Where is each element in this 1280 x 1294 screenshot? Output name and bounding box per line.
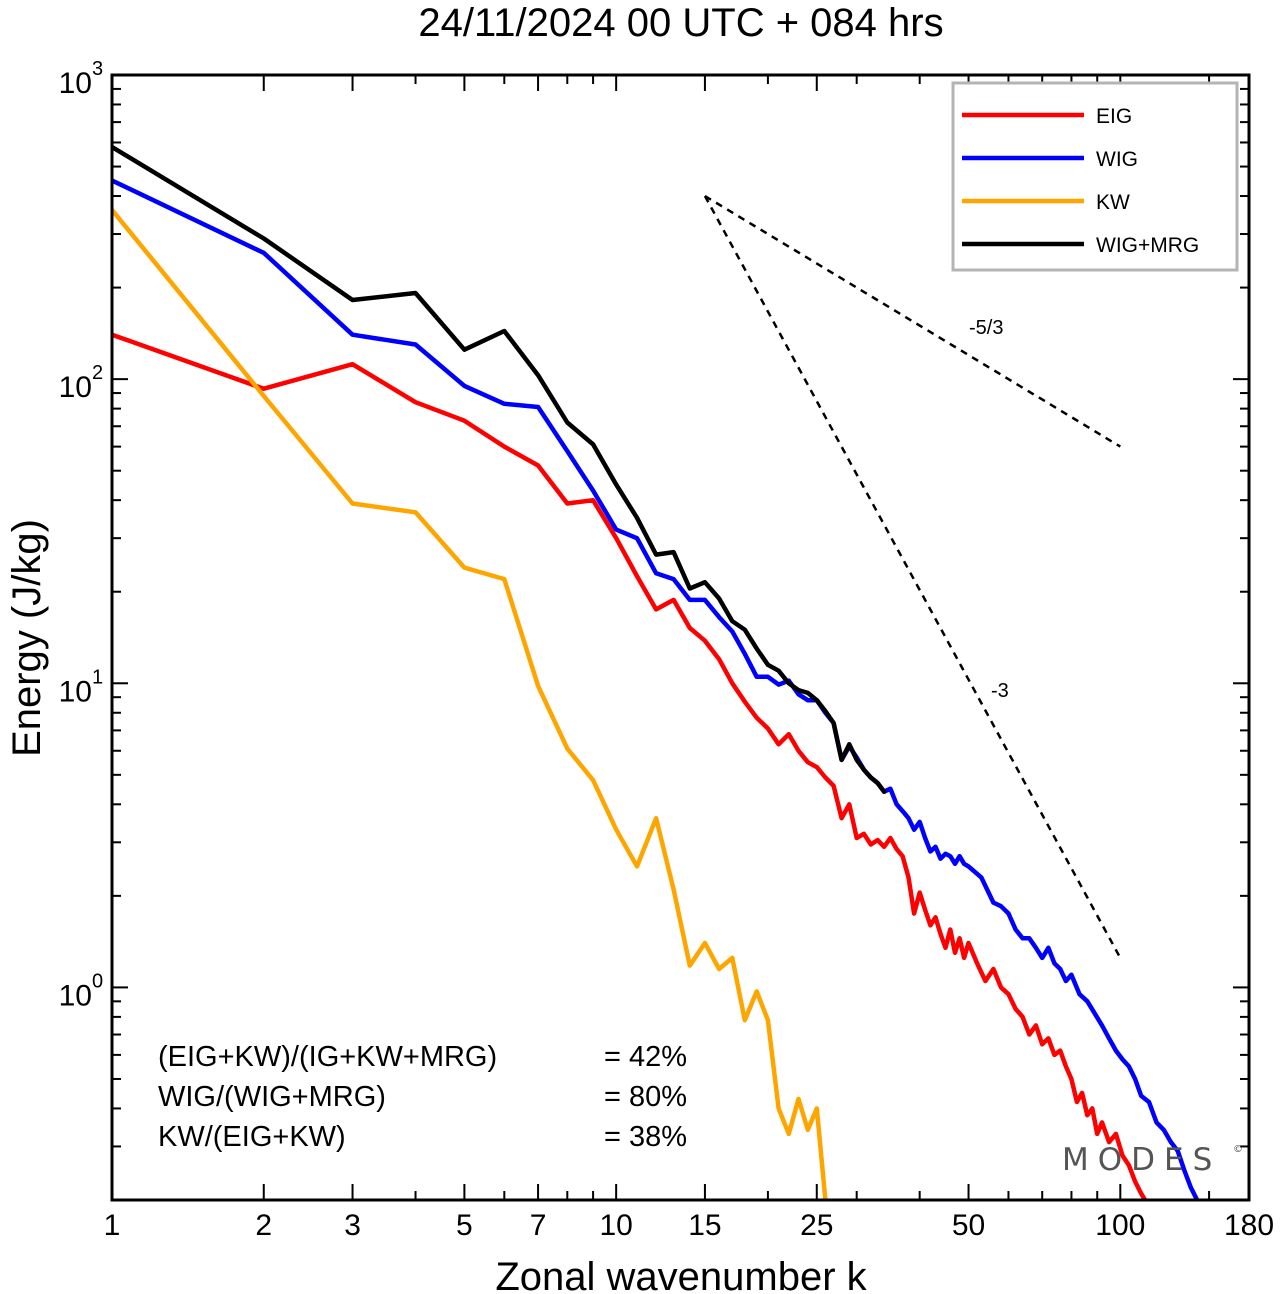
y-tick-exponent: 1 <box>92 666 103 688</box>
y-tick-label: 10 <box>59 979 92 1012</box>
ratio-label: KW/(EIG+KW) <box>158 1121 346 1153</box>
x-tick-label: 1 <box>104 1209 121 1242</box>
x-tick-label: 2 <box>255 1209 272 1242</box>
series-lines <box>112 144 1200 1200</box>
x-tick-label: 5 <box>456 1209 473 1242</box>
x-tick-label: 3 <box>344 1209 361 1242</box>
legend-label: WIG <box>1096 148 1138 171</box>
plot-frame <box>110 73 1251 1202</box>
x-tick-label: 10 <box>599 1209 632 1242</box>
x-axis-label: Zonal wavenumber k <box>495 1255 867 1294</box>
series-line <box>112 144 887 794</box>
slope-label: -3 <box>991 680 1009 702</box>
reference-line <box>703 195 1122 959</box>
y-tick-exponent: 0 <box>92 970 103 992</box>
x-tick-label: 15 <box>688 1209 721 1242</box>
legend-label: WIG+MRG <box>1096 234 1199 257</box>
x-tick-label: 180 <box>1224 1209 1274 1242</box>
ratio-label: (EIG+KW)/(IG+KW+MRG) <box>158 1041 497 1073</box>
ratio-value: = 38% <box>604 1121 687 1153</box>
chart-title: 24/11/2024 00 UTC + 084 hrs <box>418 1 943 45</box>
ratio-annotations: (EIG+KW)/(IG+KW+MRG) = 42% WIG/(WIG+MRG) = … <box>158 1041 687 1153</box>
series-line <box>112 178 1200 1200</box>
reference-slopes <box>703 194 1122 959</box>
x-tick-label: 50 <box>952 1209 985 1242</box>
x-tick-label: 7 <box>530 1209 547 1242</box>
watermark-text: MODES <box>1062 1142 1221 1178</box>
legend: EIG WIG KW WIG+MRG <box>951 81 1239 272</box>
ratio-value: = 42% <box>604 1041 687 1073</box>
y-tick-exponent: 2 <box>92 362 103 384</box>
y-tick-label: 10 <box>59 675 92 708</box>
slope-label: -5/3 <box>969 317 1003 339</box>
series-line <box>112 332 1148 1200</box>
reference-line <box>704 194 1121 448</box>
x-tick-label: 25 <box>800 1209 833 1242</box>
x-tick-label: 100 <box>1095 1209 1145 1242</box>
watermark-copyright: © <box>1233 1144 1243 1155</box>
series-line <box>112 207 828 1200</box>
y-tick-exponent: 3 <box>92 58 103 80</box>
legend-label: KW <box>1096 191 1130 214</box>
y-axis-label: Energy (J/kg) <box>5 519 49 757</box>
slope-labels: -5/3 -3 <box>969 317 1009 702</box>
y-tick-label: 10 <box>59 371 92 404</box>
ratio-value: = 80% <box>604 1081 687 1113</box>
modes-watermark: MODES © <box>1062 1142 1243 1178</box>
ratio-label: WIG/(WIG+MRG) <box>158 1081 386 1113</box>
x-tick-labels: 1 2 3 5 7 10 15 25 50 100 180 <box>104 1209 1274 1242</box>
legend-label: EIG <box>1096 105 1132 128</box>
y-tick-label: 10 <box>59 67 92 100</box>
